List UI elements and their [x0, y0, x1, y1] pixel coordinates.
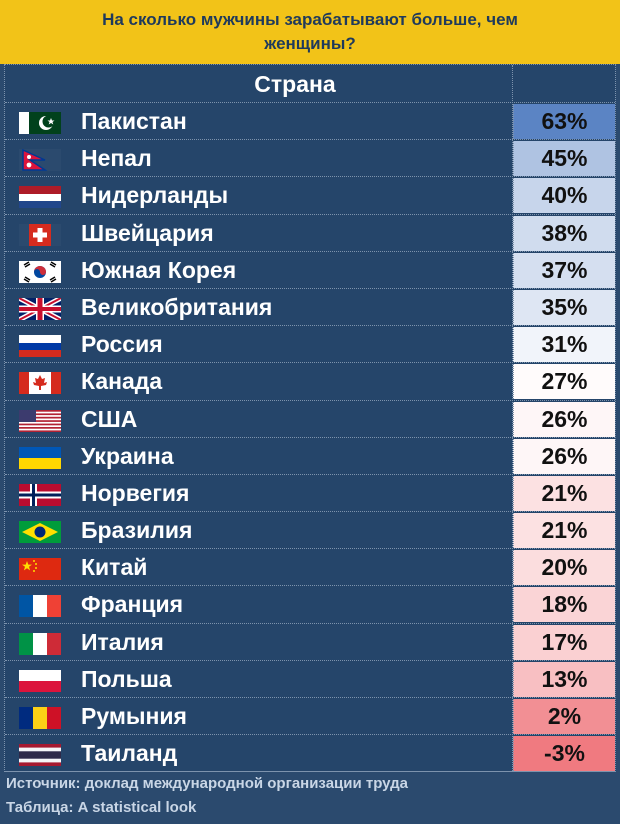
- value-cell: 13%: [513, 661, 615, 697]
- value-cell: 26%: [513, 438, 615, 474]
- nepal-flag-icon: [19, 149, 61, 172]
- value-cell: 38%: [513, 215, 615, 251]
- romania-flag-icon: [19, 707, 61, 729]
- country-name: Канада: [81, 368, 163, 395]
- table-row: Швейцария 38%: [5, 215, 615, 252]
- norway-flag-icon: [19, 483, 61, 506]
- table-row: Украина 26%: [5, 438, 615, 475]
- table-row: США 26%: [5, 401, 615, 438]
- country-name: Украина: [81, 442, 174, 469]
- table-row: Франция 18%: [5, 586, 615, 624]
- ukraine-flag-icon: [19, 446, 61, 469]
- title-band: На сколько мужчины зарабатывают больше, …: [0, 0, 620, 64]
- country-name: Швейцария: [81, 219, 214, 246]
- table-row: Нидерланды 40%: [5, 177, 615, 215]
- value-cell: 21%: [513, 475, 615, 511]
- brazil-flag-icon: [19, 521, 61, 544]
- italy-flag-icon: [19, 632, 61, 655]
- table-row: Китай 20%: [5, 549, 615, 587]
- value-cell: 31%: [513, 327, 615, 363]
- value-cell: 26%: [513, 401, 615, 437]
- canada-flag-icon: [19, 372, 61, 395]
- country-name: Пакистан: [81, 108, 187, 134]
- france-flag-icon: [19, 595, 61, 618]
- value-cell: 17%: [513, 624, 615, 660]
- usa-flag-icon: [19, 409, 61, 432]
- country-name: Норвегия: [81, 479, 190, 506]
- value-cell: 45%: [513, 141, 615, 177]
- country-name: Бразилия: [81, 517, 193, 544]
- poland-flag-icon: [19, 669, 61, 692]
- russia-flag-icon: [19, 335, 61, 358]
- table-row: Румыния 2%: [5, 698, 615, 736]
- country-name: Таиланд: [81, 740, 178, 767]
- country-name: Польша: [81, 665, 172, 692]
- country-name: Нидерланды: [81, 182, 229, 209]
- country-name: Южная Корея: [81, 256, 237, 283]
- netherlands-flag-icon: [19, 186, 61, 209]
- country-name: Непал: [81, 145, 152, 172]
- value-cell: 37%: [513, 252, 615, 288]
- table-credit: Таблица: A statistical look: [6, 799, 197, 816]
- value-cell: 20%: [513, 550, 615, 586]
- thailand-flag-icon: [19, 744, 61, 767]
- pakistan-flag-icon: [19, 112, 61, 134]
- table-row: Таиланд -3%: [5, 735, 615, 773]
- country-name: Франция: [81, 591, 184, 618]
- table-row: Польша 13%: [5, 661, 615, 698]
- uk-flag-icon: [19, 297, 61, 320]
- value-cell: 35%: [513, 289, 615, 325]
- source-note: Источник: доклад международной организац…: [6, 775, 409, 792]
- table-row: Бразилия 21%: [5, 512, 615, 550]
- switzerland-flag-icon: [19, 223, 61, 246]
- south-korea-flag-icon: [19, 260, 61, 283]
- value-cell: 40%: [513, 178, 615, 214]
- column-divider: [512, 65, 514, 771]
- column-header-country: Страна: [254, 70, 336, 97]
- china-flag-icon: [19, 558, 61, 581]
- value-cell: 63%: [513, 104, 615, 139]
- table-header-row: Страна: [5, 65, 615, 103]
- country-name: Россия: [81, 331, 163, 358]
- table-row: Пакистан 63%: [5, 103, 615, 141]
- table-row: Норвегия 21%: [5, 475, 615, 513]
- value-cell: 18%: [513, 587, 615, 623]
- country-name: Италия: [81, 628, 164, 655]
- value-cell: -3%: [513, 736, 615, 772]
- chart-title: На сколько мужчины зарабатывают больше, …: [102, 10, 518, 53]
- value-cell: 27%: [513, 364, 615, 400]
- country-name: Великобритания: [81, 293, 273, 320]
- table-row: Великобритания 35%: [5, 289, 615, 327]
- footer: Источник: доклад международной организац…: [4, 772, 616, 820]
- country-name: Китай: [81, 554, 148, 581]
- table-row: Италия 17%: [5, 624, 615, 661]
- data-table: Страна Пакистан 63% Непал 45% Нидерланды 40% Ш…: [4, 64, 616, 773]
- table-row: Россия 31%: [5, 326, 615, 364]
- table-row: Непал 45%: [5, 140, 615, 178]
- country-name: Румыния: [81, 703, 187, 729]
- table-rows: Пакистан 63% Непал 45% Нидерланды 40% Швейцари…: [5, 103, 615, 773]
- value-cell: 2%: [513, 699, 615, 734]
- table-row: Южная Корея 37%: [5, 252, 615, 289]
- country-name: США: [81, 405, 138, 432]
- table-row: Канада 27%: [5, 363, 615, 401]
- value-cell: 21%: [513, 513, 615, 549]
